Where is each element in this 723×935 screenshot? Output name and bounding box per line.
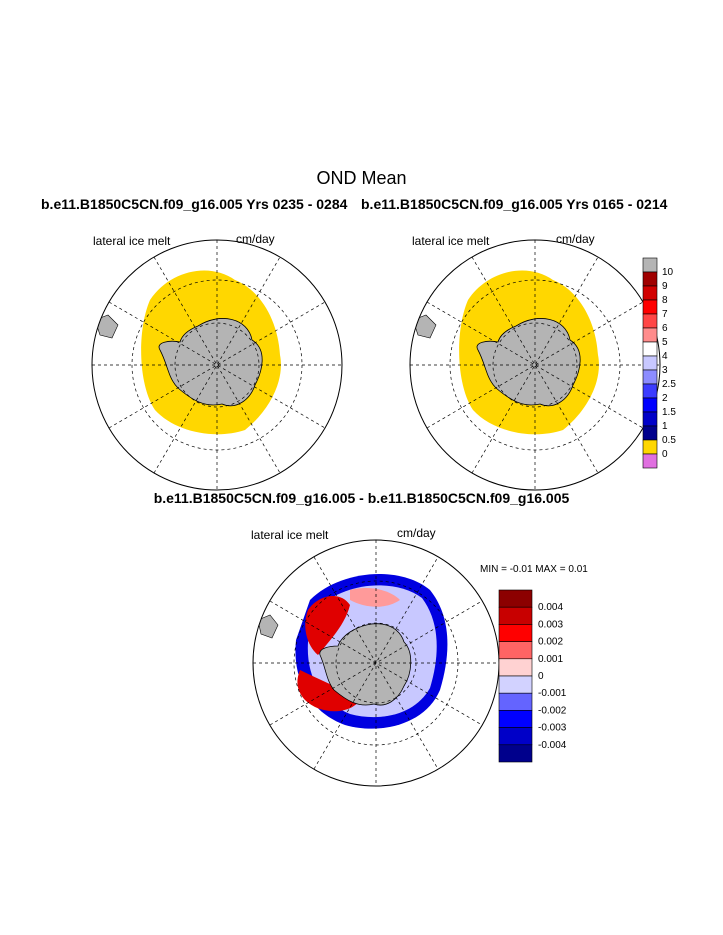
- top-colorbar-label: 5: [662, 337, 668, 348]
- top-right-units-label: cm/day: [556, 232, 595, 246]
- min-max-stats: MIN = -0.01 MAX = 0.01: [480, 564, 588, 575]
- difference-colorbar-swatch: [498, 606, 533, 625]
- difference-case-label: b.e11.B1850C5CN.f09_g16.005 - b.e11.B185…: [153, 490, 570, 506]
- south-america-tip: [94, 314, 119, 339]
- top-colorbar-label: 6: [662, 323, 668, 334]
- top-colorbar-label: 4: [662, 351, 668, 362]
- difference-colorbar-label: -0.003: [538, 723, 567, 734]
- difference-colorbar-label: 0.003: [538, 619, 563, 630]
- top-right-case-label: b.e11.B1850C5CN.f09_g16.005 Yrs 0165 - 0…: [361, 196, 668, 212]
- difference-colorbar-swatch: [498, 744, 533, 763]
- top-colorbar-label: 10: [662, 267, 674, 278]
- top-colorbar-label: 3: [662, 365, 668, 376]
- south-america-tip: [257, 614, 279, 639]
- difference-colorbar-label: -0.004: [538, 740, 567, 751]
- top-right-field-label: lateral ice melt: [412, 234, 490, 248]
- top-colorbar-label: 0: [662, 449, 668, 460]
- top-colorbar-label: 8: [662, 295, 668, 306]
- difference-colorbar-swatch: [498, 727, 533, 746]
- bottom-field-label: lateral ice melt: [251, 528, 329, 542]
- bottom-units-label: cm/day: [397, 526, 436, 540]
- top-colorbar-label: 0.5: [662, 435, 676, 446]
- difference-colorbar-label: -0.002: [538, 705, 567, 716]
- top-left-field-label: lateral ice melt: [93, 234, 171, 248]
- top-colorbar-label: 1: [662, 421, 668, 432]
- top-colorbar-label: 9: [662, 281, 668, 292]
- south-america-tip: [412, 314, 437, 339]
- difference-colorbar-swatch: [498, 692, 533, 711]
- difference-pink-region: [350, 588, 400, 607]
- top-left-units-label: cm/day: [236, 232, 275, 246]
- figure-title: OND Mean: [316, 168, 407, 188]
- difference-colorbar-label: 0: [538, 671, 544, 682]
- difference-colorbar-label: 0.001: [538, 654, 563, 665]
- difference-colorbar-label: 0.004: [538, 602, 563, 613]
- difference-colorbar-swatch: [498, 675, 533, 694]
- difference-colorbar-swatch: [498, 624, 533, 642]
- top-colorbar-label: 1.5: [662, 407, 676, 418]
- difference-colorbar-label: 0.002: [538, 637, 563, 648]
- difference-colorbar-swatch: [498, 641, 533, 660]
- difference-colorbar-swatch: [498, 658, 533, 677]
- difference-colorbar-swatch: [498, 710, 533, 728]
- top-left-case-label: b.e11.B1850C5CN.f09_g16.005 Yrs 0235 - 0…: [41, 196, 348, 212]
- top-colorbar-label: 7: [662, 309, 668, 320]
- top-colorbar-label: 2.5: [662, 379, 676, 390]
- difference-red-region-west: [305, 595, 350, 655]
- difference-colorbar-swatch: [498, 589, 533, 608]
- difference-colorbar-label: -0.001: [538, 688, 567, 699]
- top-colorbar-swatch: [642, 453, 658, 469]
- top-colorbar-label: 2: [662, 393, 668, 404]
